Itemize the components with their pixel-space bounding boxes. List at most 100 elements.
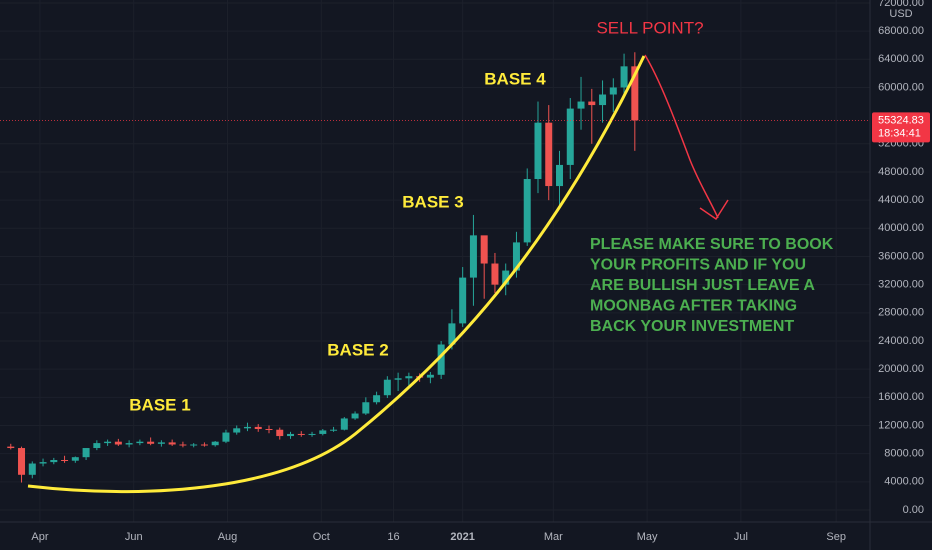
sell-label: SELL POINT? [596, 18, 703, 37]
candle-body [93, 443, 101, 449]
candle-body [125, 443, 133, 445]
y-tick-label: 16000.00 [878, 391, 924, 403]
x-tick-label: 16 [387, 531, 399, 543]
candle-body [588, 101, 596, 106]
candle-body [265, 429, 273, 431]
x-tick-label: Jun [125, 531, 143, 543]
candle-body [190, 444, 198, 446]
x-tick-label: Apr [31, 531, 48, 543]
note-line: ARE BULLISH JUST LEAVE A [590, 277, 815, 294]
candle-body [157, 442, 165, 444]
y-tick-label: 32000.00 [878, 279, 924, 291]
candle-body [28, 463, 36, 475]
x-tick-label: May [637, 531, 658, 543]
candle-body [168, 442, 176, 445]
y-tick-label: 0.00 [903, 504, 924, 516]
candle-body [18, 448, 26, 475]
candle-body [39, 462, 47, 464]
candle-body [426, 374, 434, 378]
y-tick-label: 36000.00 [878, 250, 924, 262]
candle-body [308, 433, 316, 435]
candle-body [351, 413, 359, 419]
y-tick-label: 28000.00 [878, 307, 924, 319]
candle-body [459, 277, 467, 324]
countdown: 18:34:41 [878, 127, 921, 139]
candle-body [631, 66, 639, 121]
candle-body [254, 426, 262, 430]
candle-body [620, 66, 628, 88]
x-tick-label: Sep [826, 531, 846, 543]
y-tick-label: 44000.00 [878, 194, 924, 206]
y-tick-label: 24000.00 [878, 335, 924, 347]
base-label: BASE 1 [129, 395, 190, 414]
candle-body [523, 179, 531, 243]
trend-curve [27, 55, 646, 494]
grid [0, 0, 870, 522]
candle-body [136, 441, 144, 444]
y-tick-label: 64000.00 [878, 53, 924, 65]
candle-body [340, 418, 348, 430]
candle-body [491, 263, 499, 285]
y-tick-label: 12000.00 [878, 419, 924, 431]
candle-body [297, 433, 305, 435]
candle-body [512, 242, 520, 271]
candle-body [469, 235, 477, 278]
candle-body [448, 323, 456, 345]
y-tick-label: 40000.00 [878, 222, 924, 234]
candle-body [609, 87, 617, 95]
candle-body [480, 235, 488, 264]
candle-body [7, 446, 15, 449]
candle-body [287, 433, 295, 437]
candle-body [373, 395, 381, 403]
candle-body [222, 432, 230, 442]
candle-body [200, 444, 208, 446]
base-label: BASE 3 [402, 192, 463, 211]
candle-body [82, 448, 90, 458]
y-tick-label: 4000.00 [884, 476, 924, 488]
note-line: MOONBAG AFTER TAKING [590, 298, 797, 315]
candle-body [566, 108, 574, 165]
note: PLEASE MAKE SURE TO BOOK YOUR PROFITS AND… [590, 236, 834, 335]
candle-body [437, 344, 445, 375]
x-tick-label: Mar [544, 531, 563, 543]
last-price-box [872, 112, 930, 143]
y-tick-label: 68000.00 [878, 25, 924, 37]
y-tick-label: 20000.00 [878, 363, 924, 375]
candle-body [383, 379, 391, 396]
candle-body [330, 429, 338, 431]
candle-body [502, 270, 510, 285]
candle-body [394, 378, 402, 380]
x-tick-label: 2021 [450, 531, 474, 543]
candle-body [147, 441, 155, 444]
candle-body [556, 164, 564, 187]
candle-body [243, 426, 251, 429]
currency: USD [889, 8, 912, 20]
candle-body [61, 460, 69, 461]
x-tick-label: Aug [218, 531, 238, 543]
price-axis [870, 0, 932, 550]
candle-body [276, 429, 284, 437]
candle-body [534, 122, 542, 180]
candle-body [211, 441, 219, 446]
x-tick-label: Oct [313, 531, 330, 543]
candle-body [179, 444, 187, 446]
down-arrow [644, 54, 729, 221]
y-tick-label: 60000.00 [878, 81, 924, 93]
base-label: BASE 2 [327, 340, 388, 359]
last-price-label: 55324.83 [878, 114, 924, 126]
candle-body [599, 94, 607, 106]
candle-body [577, 101, 585, 109]
candle-body [362, 402, 370, 414]
candle-body [104, 441, 112, 444]
candle-body [71, 457, 79, 461]
candle-body [545, 122, 553, 187]
axes: 0.00 4000.00 8000.00 12000.00 16000.00 20000.… [31, 0, 930, 543]
note-line: PLEASE MAKE SURE TO BOOK [590, 236, 834, 253]
y-tick-label: 8000.00 [884, 448, 924, 460]
base-label: BASE 4 [484, 69, 546, 88]
candle-body [114, 441, 122, 445]
note-line: YOUR PROFITS AND IF YOU [590, 257, 806, 274]
x-tick-label: Jul [734, 531, 748, 543]
